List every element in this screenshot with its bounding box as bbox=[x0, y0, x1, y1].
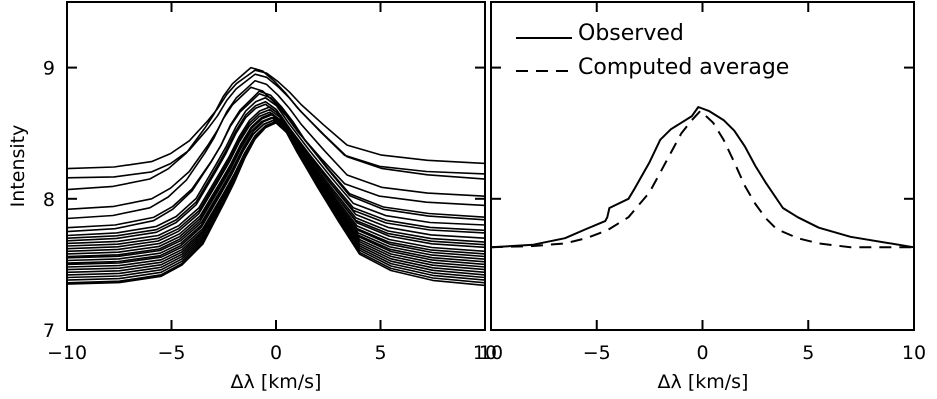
left-x-tick-label: −10 bbox=[47, 342, 87, 364]
right-x-tick-label: 5 bbox=[802, 342, 814, 364]
right-x-tick-label: 10 bbox=[479, 342, 503, 364]
left-x-tick-label: 10 bbox=[473, 342, 497, 364]
left-profile-line-2 bbox=[66, 73, 486, 180]
right-profile-lines bbox=[490, 106, 915, 249]
left-profile-lines bbox=[66, 66, 486, 287]
right-plot-frame bbox=[490, 1, 915, 331]
right-panel: 10 −5 0 5 10 Observed Computed average Δλ [k… bbox=[479, 1, 926, 393]
left-profile-line-10 bbox=[66, 103, 486, 242]
y-axis-label: Intensity bbox=[7, 125, 29, 208]
left-y-tick-label: 8 bbox=[43, 189, 55, 211]
left-profile-line-20 bbox=[66, 120, 486, 266]
left-y-tick-label: 9 bbox=[43, 58, 55, 80]
observed-line bbox=[490, 106, 915, 249]
left-profile-line-5 bbox=[66, 86, 486, 220]
left-x-axis-label: Δλ [km/s] bbox=[231, 371, 322, 393]
left-profile-line-3 bbox=[66, 66, 486, 191]
left-x-tick-label: 5 bbox=[374, 342, 386, 364]
computed-average-line bbox=[490, 109, 914, 249]
right-x-tick-label: −5 bbox=[583, 342, 611, 364]
legend: Observed Computed average bbox=[516, 21, 789, 80]
left-panel: −10 −5 0 5 10 7 8 9 Intensity Δλ [km/s] bbox=[7, 1, 497, 393]
left-profile-line-12 bbox=[66, 108, 486, 247]
right-x-axis-label: Δλ [km/s] bbox=[658, 371, 749, 393]
left-profile-line-1 bbox=[66, 69, 486, 170]
left-x-tick-label: −5 bbox=[157, 342, 185, 364]
left-profile-line-11 bbox=[66, 106, 486, 245]
left-profile-line-8 bbox=[66, 97, 486, 237]
left-profile-line-24 bbox=[66, 121, 486, 276]
right-axes: 10 −5 0 5 10 bbox=[479, 2, 926, 364]
left-profile-line-17 bbox=[66, 116, 486, 259]
right-x-tick-label: 10 bbox=[902, 342, 926, 364]
legend-observed-label: Observed bbox=[578, 21, 684, 46]
left-profile-line-14 bbox=[66, 112, 486, 253]
left-y-tick-label: 7 bbox=[43, 320, 55, 342]
left-profile-line-28 bbox=[66, 121, 486, 287]
left-axes: −10 −5 0 5 10 7 8 9 bbox=[43, 2, 497, 364]
left-x-tick-label: 0 bbox=[270, 342, 282, 364]
left-profile-line-7 bbox=[66, 90, 486, 233]
right-x-tick-label: 0 bbox=[696, 342, 708, 364]
legend-computed-label: Computed average bbox=[578, 55, 789, 80]
left-profile-line-15 bbox=[66, 114, 486, 255]
left-profile-line-6 bbox=[66, 93, 486, 229]
left-profile-line-4 bbox=[66, 79, 486, 211]
left-profile-line-9 bbox=[66, 100, 486, 239]
